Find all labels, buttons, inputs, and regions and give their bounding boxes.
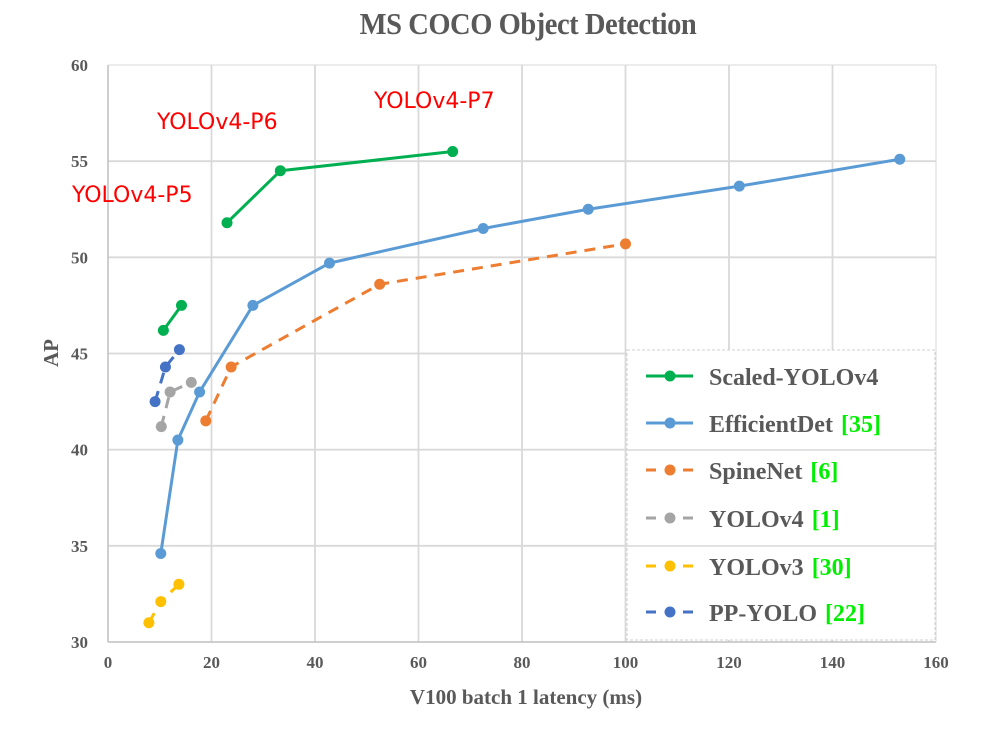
- data-point-efficientdet: [323, 257, 335, 269]
- data-point-scaled-yolov4: [157, 324, 169, 336]
- legend-swatch-marker: [664, 560, 676, 572]
- series-yolov3: [143, 578, 185, 629]
- legend-label: YOLOv4 [1]: [709, 507, 840, 533]
- x-tick-label: 160: [923, 653, 949, 672]
- data-point-efficientdet: [477, 222, 489, 234]
- y-tick-label: 45: [71, 345, 88, 364]
- data-point-yolov4: [185, 376, 197, 388]
- data-point-scaled-yolov4: [447, 146, 459, 158]
- legend-swatch-marker: [664, 370, 676, 382]
- x-tick-label: 40: [307, 653, 324, 672]
- data-point-scaled-yolov4: [221, 217, 233, 229]
- data-point-pp-yolo: [173, 344, 185, 356]
- series-layer: [143, 146, 906, 629]
- data-point-spinenet: [225, 361, 237, 373]
- annotation-yolov4-p5: YOLOv4-P5: [71, 183, 193, 208]
- data-point-spinenet: [200, 415, 212, 427]
- series-line-spinenet: [204, 242, 626, 422]
- legend-swatch-marker: [664, 464, 676, 476]
- data-point-yolov4: [155, 421, 167, 433]
- data-point-efficientdet: [172, 434, 184, 446]
- data-point-yolov4: [164, 386, 176, 398]
- legend: Scaled-YOLOv4 EfficientDet [35] SpineNet [6]…: [626, 349, 936, 641]
- data-point-yolov3: [155, 596, 167, 608]
- legend-item-scaled-yolov4: Scaled-YOLOv4: [646, 365, 878, 391]
- data-point-scaled-yolov4: [175, 299, 187, 311]
- data-point-efficientdet: [155, 548, 167, 560]
- legend-item-spinenet: SpineNet [6]: [646, 459, 838, 485]
- y-tick-label: 30: [71, 633, 88, 652]
- data-point-pp-yolo: [149, 396, 161, 408]
- series-pp-yolo: [149, 344, 185, 408]
- x-tick-label: 80: [514, 653, 531, 672]
- legend-swatch-marker: [664, 606, 676, 618]
- x-tick-label: 120: [716, 653, 742, 672]
- y-tick-label: 35: [71, 537, 88, 556]
- y-axis-title: AP: [39, 339, 63, 367]
- annotation-yolov4-p6: YOLOv4-P6: [156, 110, 278, 135]
- data-point-yolov3: [143, 617, 155, 629]
- y-tick-labels: 30 35 40 45 50 55 60: [71, 56, 88, 652]
- legend-item-efficientdet: EfficientDet [35]: [646, 412, 881, 438]
- data-point-efficientdet: [247, 299, 259, 311]
- x-tick-label: 100: [613, 653, 639, 672]
- x-tick-labels: 0 20 40 60 80 100 120 140 160: [104, 653, 949, 672]
- y-tick-label: 50: [71, 248, 88, 267]
- x-axis-title: V100 batch 1 latency (ms): [410, 685, 642, 709]
- legend-reference: [1]: [812, 507, 840, 533]
- legend-item-pp-yolo: PP-YOLO [22]: [646, 601, 865, 627]
- legend-item-yolov4: YOLOv4 [1]: [646, 507, 840, 533]
- annotation-yolov4-p7: YOLOv4-P7: [373, 89, 495, 114]
- legend-swatch-marker: [664, 417, 676, 429]
- legend-swatch-marker: [664, 512, 676, 524]
- legend-item-yolov3: YOLOv3 [30]: [646, 555, 852, 581]
- legend-reference: [35]: [841, 412, 881, 438]
- legend-label: SpineNet [6]: [709, 459, 838, 485]
- legend-box: [626, 349, 936, 641]
- data-point-pp-yolo: [159, 361, 171, 373]
- y-tick-label: 40: [71, 441, 88, 460]
- legend-label: Scaled-YOLOv4: [709, 365, 878, 391]
- legend-label: EfficientDet [35]: [709, 412, 881, 438]
- legend-reference: [6]: [810, 459, 838, 485]
- data-point-spinenet: [620, 238, 631, 250]
- legend-label: PP-YOLO [22]: [709, 601, 865, 627]
- series-spinenet: [200, 238, 631, 427]
- y-tick-label: 55: [71, 152, 88, 171]
- legend-reference: [30]: [812, 555, 852, 581]
- data-point-scaled-yolov4: [274, 165, 286, 177]
- legend-reference: [22]: [825, 601, 865, 627]
- series-yolov4: [155, 376, 197, 433]
- x-tick-label: 0: [104, 653, 113, 672]
- x-tick-label: 140: [820, 653, 846, 672]
- series-scaled-yolov4: [157, 146, 459, 336]
- data-point-efficientdet: [733, 180, 745, 192]
- x-tick-label: 60: [410, 653, 427, 672]
- data-point-spinenet: [374, 278, 386, 290]
- data-point-efficientdet: [194, 386, 206, 398]
- data-point-yolov3: [173, 578, 185, 590]
- data-point-efficientdet: [894, 153, 906, 165]
- data-point-efficientdet: [582, 203, 594, 215]
- legend-label: YOLOv3 [30]: [709, 555, 852, 581]
- y-tick-label: 60: [71, 56, 88, 75]
- x-tick-label: 20: [203, 653, 220, 672]
- series-efficientdet: [155, 153, 906, 560]
- chart-title: MS COCO Object Detection: [359, 6, 697, 41]
